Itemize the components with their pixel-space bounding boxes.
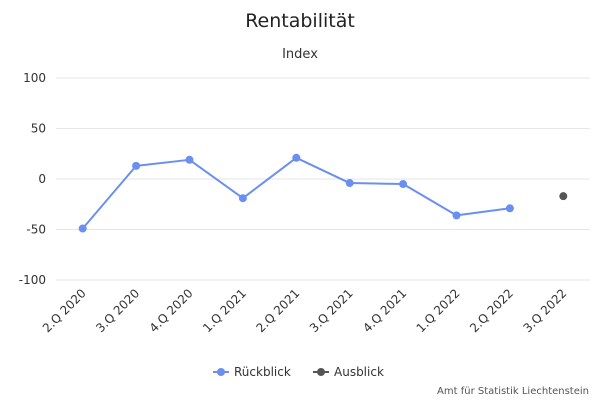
x-tick-label: 3.Q 2021: [307, 286, 356, 335]
y-tick-label: 100: [23, 71, 46, 85]
legend-marker: [217, 368, 225, 376]
legend: Rückblick Ausblick: [213, 365, 384, 379]
data-point: [399, 180, 408, 189]
legend-item[interactable]: Rückblick: [213, 365, 291, 379]
legend-item[interactable]: Ausblick: [313, 365, 384, 379]
data-point: [185, 155, 194, 164]
chart-title: Rentabilität: [245, 10, 355, 32]
data-point: [238, 194, 247, 203]
data-point: [292, 153, 301, 162]
series-layer: [78, 153, 568, 233]
y-tick-label: -50: [26, 223, 46, 237]
data-point: [452, 211, 461, 220]
gridlines: [56, 77, 590, 281]
data-point: [559, 192, 568, 201]
y-axis-ticks: 100 50 0 -50 -100: [19, 71, 46, 287]
legend-label: Rückblick: [234, 365, 291, 379]
data-point: [78, 224, 87, 233]
legend-marker: [317, 368, 325, 376]
y-tick-label: 0: [38, 172, 46, 186]
x-axis-ticks: 2.Q 2020 3.Q 2020 4.Q 2020 1.Q 2021 2.Q 2021…: [40, 286, 570, 335]
x-tick-label: 1.Q 2022: [414, 286, 463, 335]
x-tick-label: 2.Q 2021: [253, 286, 302, 335]
legend-label: Ausblick: [334, 365, 384, 379]
x-tick-label: 3.Q 2020: [93, 286, 142, 335]
chart-subtitle: Index: [282, 47, 318, 62]
series-line: [81, 156, 511, 230]
x-tick-label: 4.Q 2021: [360, 286, 409, 335]
chart-credits[interactable]: Amt für Statistik Liechtenstein: [437, 386, 589, 397]
data-point: [345, 179, 354, 188]
data-point: [505, 204, 514, 213]
data-point: [132, 161, 141, 170]
y-tick-label: 50: [31, 122, 46, 136]
x-tick-label: 1.Q 2021: [200, 286, 249, 335]
x-tick-label: 2.Q 2020: [40, 286, 89, 335]
y-tick-label: -100: [19, 273, 46, 287]
x-tick-label: 3.Q 2022: [520, 286, 569, 335]
x-tick-label: 2.Q 2022: [467, 286, 516, 335]
x-tick-label: 4.Q 2020: [147, 286, 196, 335]
